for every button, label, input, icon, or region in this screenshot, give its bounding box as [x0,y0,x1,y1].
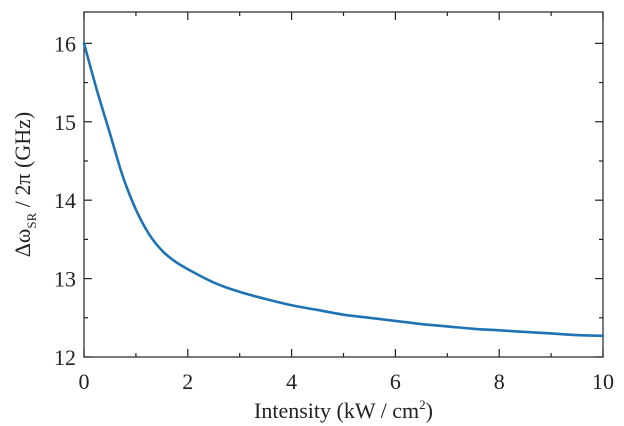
y-tick-label: 15 [54,110,76,135]
tick-labels: 0 2 4 6 8 10 12 13 14 15 16 [54,31,614,394]
series-line-0 [82,42,605,338]
y-tick-label: 13 [54,267,76,292]
plot-frame [83,11,604,358]
x-tick-label: 10 [592,369,614,394]
x-axis-label-superscript: 2 [419,397,426,412]
x-axis-label: Intensity (kW / cm2) [254,397,433,423]
plot-area-border [83,11,604,358]
y-tick-label: 16 [54,31,76,56]
x-tick-label: 4 [286,369,297,394]
series-layer [82,42,605,338]
y-axis-label-subscript: SR [24,212,39,228]
y-tick-label: 14 [54,188,76,213]
ticks [83,12,604,358]
x-tick-label: 2 [182,369,193,394]
y-tick-label: 12 [54,345,76,370]
x-tick-label: 6 [390,369,401,394]
y-axis-label: ΔωSR / 2π (GHz) [10,112,39,257]
x-tick-label: 0 [79,369,90,394]
x-tick-label: 8 [494,369,505,394]
